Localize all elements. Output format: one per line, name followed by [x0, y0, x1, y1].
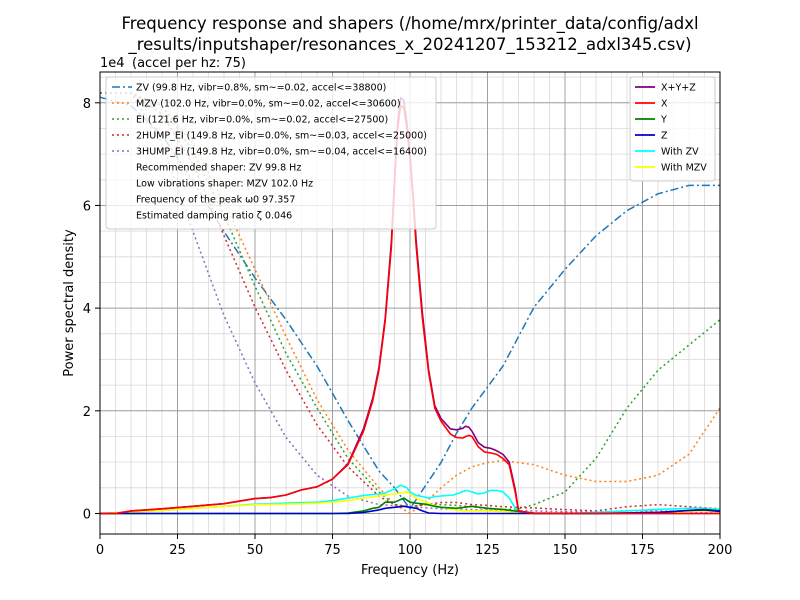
y-tick-label: 2: [83, 405, 91, 420]
x-tick-label: 175: [630, 543, 655, 558]
psd-series-line-1: [100, 104, 720, 515]
y-scale-note: (accel per hz: 75): [132, 56, 246, 71]
x-tick-label: 25: [169, 543, 186, 558]
x-tick-label: 75: [324, 543, 341, 558]
legend-psd-label: With MZV: [661, 163, 707, 174]
y-tick-label: 4: [83, 302, 91, 317]
y-tick-label: 6: [83, 199, 91, 214]
x-tick-label: 50: [247, 543, 264, 558]
legend-note: Estimated damping ratio ζ 0.046: [136, 211, 292, 222]
legend-shapers: ZV (99.8 Hz, vibr=0.8%, sm~=0.02, accel<…: [105, 76, 437, 230]
legend-shaper-label: MZV (102.0 Hz, vibr=0.0%, sm~=0.02, acce…: [136, 99, 401, 110]
legend-shaper-label: ZV (99.8 Hz, vibr=0.8%, sm~=0.02, accel<…: [136, 83, 386, 94]
legend-note: Frequency of the peak ω0 97.357: [136, 195, 295, 206]
series-layer: [99, 92, 721, 515]
legend-shaper-label: 2HUMP_EI (149.8 Hz, vibr=0.0%, sm~=0.03,…: [136, 131, 427, 142]
shaper-series-line-2: [100, 92, 721, 511]
chart-title-line-1: Frequency response and shapers (/home/mr…: [121, 14, 698, 34]
y-offset-text: 1e4: [100, 56, 125, 71]
legend-psd-label: X+Y+Z: [661, 83, 696, 94]
legend-note: Low vibrations shaper: MZV 102.0 Hz: [136, 179, 313, 190]
y-axis-label: Power spectral density: [62, 229, 77, 377]
x-axis-label: Frequency (Hz): [361, 563, 459, 578]
legend-psd-label: Z: [661, 131, 668, 142]
y-tick-label: 0: [83, 507, 91, 522]
legend-shaper-label: 3HUMP_EI (149.8 Hz, vibr=0.0%, sm~=0.04,…: [136, 147, 427, 158]
legend-psd-label: X: [661, 99, 668, 110]
x-tick-label: 0: [96, 543, 104, 558]
x-tick-label: 200: [708, 543, 733, 558]
legend-psd-label: With ZV: [661, 147, 699, 158]
x-tick-label: 125: [475, 543, 500, 558]
legend-shapers-box: [105, 76, 437, 230]
legend-shaper-label: EI (121.6 Hz, vibr=0.0%, sm~=0.02, accel…: [136, 115, 388, 126]
tick-layer: 0 25 50 75 100 125 150 175 200 0 2 4 6 8: [83, 97, 733, 558]
legend-note: Recommended shaper: ZV 99.8 Hz: [136, 163, 301, 174]
legend-psd-label: Y: [660, 115, 667, 126]
y-tick-label: 8: [83, 97, 91, 112]
legend-psd: X+Y+Z XYZ With ZV With MZV: [629, 76, 716, 182]
x-tick-label: 100: [398, 543, 423, 558]
chart-title-line-2: _results/inputshaper/resonances_x_202412…: [127, 35, 691, 55]
x-tick-label: 150: [553, 543, 578, 558]
